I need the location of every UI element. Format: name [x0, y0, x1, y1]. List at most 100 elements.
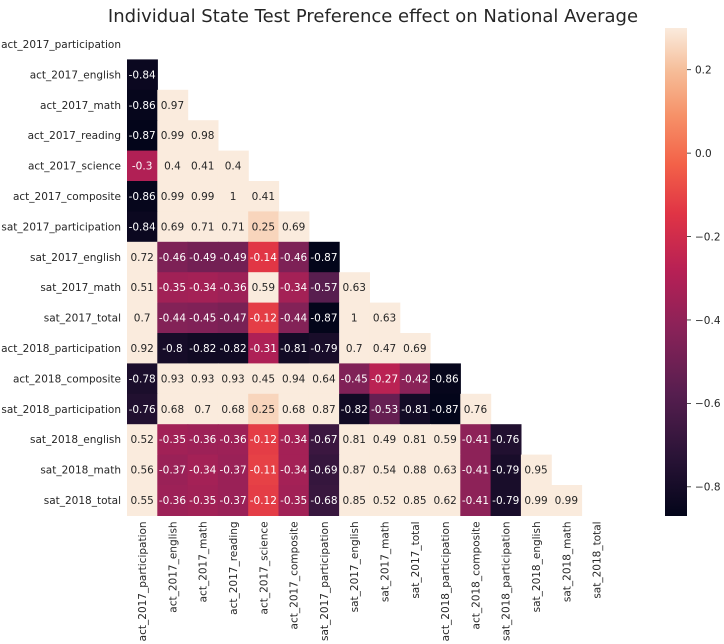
cell-value-label: 0.99 [555, 495, 578, 507]
cell-value-label: 0.69 [403, 343, 426, 355]
heatmap-cell [248, 211, 280, 243]
heatmap-cell [187, 363, 219, 395]
cell-value-label: 0.93 [191, 373, 214, 385]
heatmap-cell [430, 485, 461, 516]
heatmap-cell [278, 393, 310, 425]
heatmap-cell [248, 181, 280, 212]
heatmap-cell [278, 211, 310, 243]
heatmap-cell [278, 424, 310, 456]
x-tick-label: sat_2018_total [592, 521, 604, 598]
heatmap-cell [339, 454, 370, 486]
colorbar: −0.8 −0.6 −0.4 −0.2 0.0 0.2 [665, 28, 721, 516]
x-tick-label: sat_2018_english [531, 521, 543, 612]
heatmap-cell [278, 241, 310, 273]
cell-value-label: 0.68 [221, 404, 244, 416]
cell-value-label: -0.37 [219, 465, 246, 477]
cell-value-label: -0.49 [189, 252, 216, 264]
cell-value-label: -0.82 [189, 343, 216, 355]
heatmap-cell [217, 211, 249, 243]
y-tick-label: sat_2017_participation [1, 221, 121, 233]
cell-value-label: 0.99 [191, 191, 214, 203]
heatmap-cell [339, 424, 370, 456]
cell-value-label: 0.68 [282, 404, 305, 416]
x-tick-label: sat_2017_participation [319, 521, 331, 641]
cell-value-label: -0.76 [492, 434, 519, 446]
cell-value-label: -0.84 [129, 69, 156, 81]
heatmap-cell [430, 363, 461, 395]
y-tick-label: act_2018_participation [1, 343, 121, 355]
heatmap-cell [157, 272, 189, 304]
y-tick-label: sat_2017_english [30, 252, 121, 264]
heatmap-cell [339, 393, 370, 425]
heatmap-cell [369, 424, 401, 456]
heatmap-cell [157, 120, 189, 152]
heatmap-cell [187, 333, 219, 364]
heatmap-cell [278, 454, 310, 486]
cell-value-label: -0.12 [250, 434, 277, 446]
heatmap-cell [490, 454, 522, 486]
cell-value-label: -0.12 [250, 313, 277, 325]
cell-value-label: -0.34 [280, 282, 307, 294]
cell-value-label: -0.36 [219, 434, 246, 446]
heatmap-cell [127, 120, 158, 152]
heatmap-cell [399, 485, 431, 516]
cell-value-label: 0.63 [433, 465, 456, 477]
y-axis-labels: act_2017_participation act_2017_englishac… [1, 39, 121, 507]
heatmap-cell [217, 241, 249, 273]
heatmap-cell [187, 485, 219, 516]
cell-value-label: 0.99 [524, 495, 547, 507]
heatmap-cell [217, 181, 249, 212]
cell-value-label: -0.84 [129, 221, 156, 233]
cell-value-label: -0.87 [129, 130, 156, 142]
x-tick-label: act_2017_science [258, 521, 270, 614]
heatmap-cell [217, 272, 249, 304]
cell-value-label: 0.59 [433, 434, 456, 446]
heatmap-cell [187, 393, 219, 425]
cell-value-label: 0.97 [161, 100, 184, 112]
heatmap-cell [187, 150, 219, 182]
heatmap-cell [127, 302, 158, 334]
cell-value-label: 0.85 [343, 495, 366, 507]
heatmap-cell [217, 454, 249, 486]
heatmap-cell [520, 454, 552, 486]
cell-value-label: -0.35 [159, 434, 186, 446]
colorbar-tick-label: 0.2 [695, 65, 712, 77]
cell-value-label: -0.12 [250, 495, 277, 507]
y-tick-label: act_2017_participation [1, 39, 121, 51]
cell-value-label: -0.82 [341, 404, 368, 416]
cell-value-label: 0.69 [282, 221, 305, 233]
cell-value-label: 0.87 [312, 404, 335, 416]
cell-value-label: -0.36 [219, 282, 246, 294]
cell-value-label: 1 [230, 191, 237, 203]
heatmap-cell [308, 333, 340, 364]
cell-value-label: -0.35 [159, 282, 186, 294]
colorbar-tick-label: −0.2 [695, 231, 721, 243]
heatmap-cell [369, 302, 401, 334]
heatmap-cell [157, 150, 189, 182]
heatmap-cell [308, 424, 340, 456]
cell-value-label: 0.41 [252, 191, 275, 203]
heatmap-cell [248, 241, 280, 273]
heatmap-cell [248, 424, 280, 456]
heatmap-cell [248, 485, 280, 516]
y-tick-label: sat_2017_total [44, 313, 121, 325]
cell-value-label: 0.47 [373, 343, 396, 355]
cell-value-label: 0.64 [312, 373, 336, 385]
heatmap-cells: -0.84-0.86 0.97-0.87 0.99 0.98-0.3 0.4 0.41 0.… [127, 59, 583, 516]
x-tick-label: sat_2017_math [380, 521, 392, 602]
cell-value-label: 0.69 [161, 221, 184, 233]
heatmap-cell [339, 333, 370, 364]
x-tick-label: sat_2017_english [349, 521, 361, 612]
cell-value-label: 0.95 [524, 465, 547, 477]
heatmap-cell [278, 333, 310, 364]
heatmap-cell [520, 485, 552, 516]
heatmap-cell [278, 272, 310, 304]
heatmap-cell [127, 89, 158, 121]
heatmap-cell [157, 181, 189, 212]
heatmap-cell [127, 211, 158, 243]
cell-value-label: 0.68 [161, 404, 184, 416]
heatmap-cell [490, 424, 522, 456]
heatmap-cell [430, 454, 461, 486]
cell-value-label: 0.52 [130, 434, 153, 446]
x-tick-label: sat_2018_math [561, 521, 573, 602]
